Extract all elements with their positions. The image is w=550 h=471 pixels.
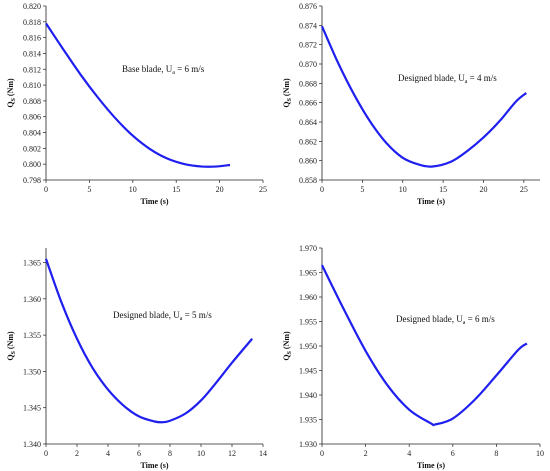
y-tick-label: 0.876 <box>299 2 317 11</box>
y-tick-label: 1.935 <box>299 416 317 425</box>
y-tick-label: 0.812 <box>23 65 41 74</box>
y-tick-label: 1.970 <box>299 244 317 253</box>
y-tick-label: 0.806 <box>23 113 41 122</box>
y-tick-label: 0.802 <box>23 144 41 153</box>
x-axis-title: Time (s) <box>417 197 445 206</box>
x-tick-label: 20 <box>216 185 224 194</box>
x-tick-label: 0 <box>44 185 48 194</box>
x-tick-label: 4 <box>407 449 411 458</box>
x-tick-label: 10 <box>399 185 407 194</box>
y-tick-label: 1.340 <box>23 440 41 449</box>
y-tick-label: 0.818 <box>23 18 41 27</box>
y-tick-label: 0.810 <box>23 81 41 90</box>
annotation-label: Designed blade, Ua = 5 m/s <box>113 310 212 322</box>
x-axis-title: Time (s) <box>140 461 168 470</box>
x-tick-label: 20 <box>479 185 487 194</box>
y-tick-label: 0.858 <box>299 176 317 185</box>
y-tick-label: 1.945 <box>299 367 317 376</box>
chart-panel-4: 0 2 4 6 8 10 1.930 1.935 1.940 1.945 1.950 1.955 1.9… <box>282 244 544 470</box>
chart-panel-1: 0 5 10 15 20 25 0.798 0.800 0.802 0.804 0.806 0.808… <box>6 2 267 206</box>
x-tick-label: 0 <box>44 449 48 458</box>
x-tick-label: 25 <box>520 185 528 194</box>
y-tick-label: 0.862 <box>299 137 317 146</box>
y-tick-label: 1.355 <box>23 331 41 340</box>
y-tick-label: 1.350 <box>23 367 41 376</box>
y-tick-label: 1.360 <box>23 295 41 304</box>
series-line-1 <box>320 25 527 168</box>
x-tick-label: 5 <box>87 185 91 194</box>
x-axis-title: Time (s) <box>140 197 168 206</box>
x-tick-label: 15 <box>439 185 447 194</box>
series-line-1 <box>45 22 231 168</box>
y-tick-label: 1.955 <box>299 318 317 327</box>
x-tick-label: 2 <box>75 449 79 458</box>
y-tick-label: 0.860 <box>299 157 317 166</box>
y-tick-label: 1.960 <box>299 293 317 302</box>
annotation-label: Base blade, Ua = 6 m/s <box>122 64 205 76</box>
y-axis-title: QS (Nm) <box>282 331 293 361</box>
y-axis-title: QS (Nm) <box>282 78 293 108</box>
y-axis-title: QS (Nm) <box>6 331 17 361</box>
y-axis-title: QS (Nm) <box>6 78 17 108</box>
x-tick-label: 8 <box>494 449 498 458</box>
annotation-label: Designed blade, Ua = 6 m/s <box>396 314 495 326</box>
x-tick-label: 0 <box>320 449 324 458</box>
series-line-1 <box>321 264 528 427</box>
y-tick-label: 0.816 <box>23 34 41 43</box>
x-tick-label: 10 <box>536 449 544 458</box>
annotation-label: Designed blade, Ua = 4 m/s <box>398 73 497 85</box>
x-tick-label: 10 <box>129 185 137 194</box>
x-tick-label: 4 <box>106 449 110 458</box>
y-tick-label: 0.798 <box>23 176 41 185</box>
x-tick-label: 8 <box>168 449 172 458</box>
x-tick-label: 0 <box>320 185 324 194</box>
y-tick-label: 0.808 <box>23 97 41 106</box>
y-tick-label: 1.965 <box>299 269 317 278</box>
chart-panel-3: 0 2 4 6 8 10 12 14 1.340 1.345 1.350 1.355 1.360 1.36… <box>6 248 267 470</box>
x-tick-label: 2 <box>364 449 368 458</box>
y-tick-label: 0.872 <box>299 41 317 50</box>
y-tick-label: 1.950 <box>299 342 317 351</box>
chart-panel-2: 0 5 10 15 20 25 0.858 0.860 0.862 0.864 0.866 0.868… <box>282 2 540 206</box>
y-tick-label: 1.930 <box>299 440 317 449</box>
x-tick-label: 10 <box>197 449 205 458</box>
x-tick-label: 25 <box>259 185 267 194</box>
x-tick-label: 5 <box>360 185 364 194</box>
series-line-1 <box>44 258 253 424</box>
y-tick-label: 0.864 <box>299 118 317 127</box>
y-tick-label: 0.804 <box>23 129 41 138</box>
y-tick-label: 0.800 <box>23 160 41 169</box>
y-tick-label: 1.940 <box>299 391 317 400</box>
y-tick-label: 0.820 <box>23 2 41 11</box>
y-tick-label: 0.866 <box>299 99 317 108</box>
x-tick-label: 12 <box>228 449 236 458</box>
x-tick-label: 6 <box>451 449 455 458</box>
y-tick-label: 0.870 <box>299 60 317 69</box>
x-tick-label: 15 <box>172 185 180 194</box>
y-tick-label: 1.365 <box>23 259 41 268</box>
x-tick-label: 14 <box>259 449 267 458</box>
y-tick-label: 0.874 <box>299 21 317 30</box>
x-axis-title: Time (s) <box>417 461 445 470</box>
x-tick-label: 6 <box>137 449 141 458</box>
y-tick-label: 0.814 <box>23 49 41 58</box>
y-tick-label: 1.345 <box>23 404 41 413</box>
y-tick-label: 0.868 <box>299 79 317 88</box>
